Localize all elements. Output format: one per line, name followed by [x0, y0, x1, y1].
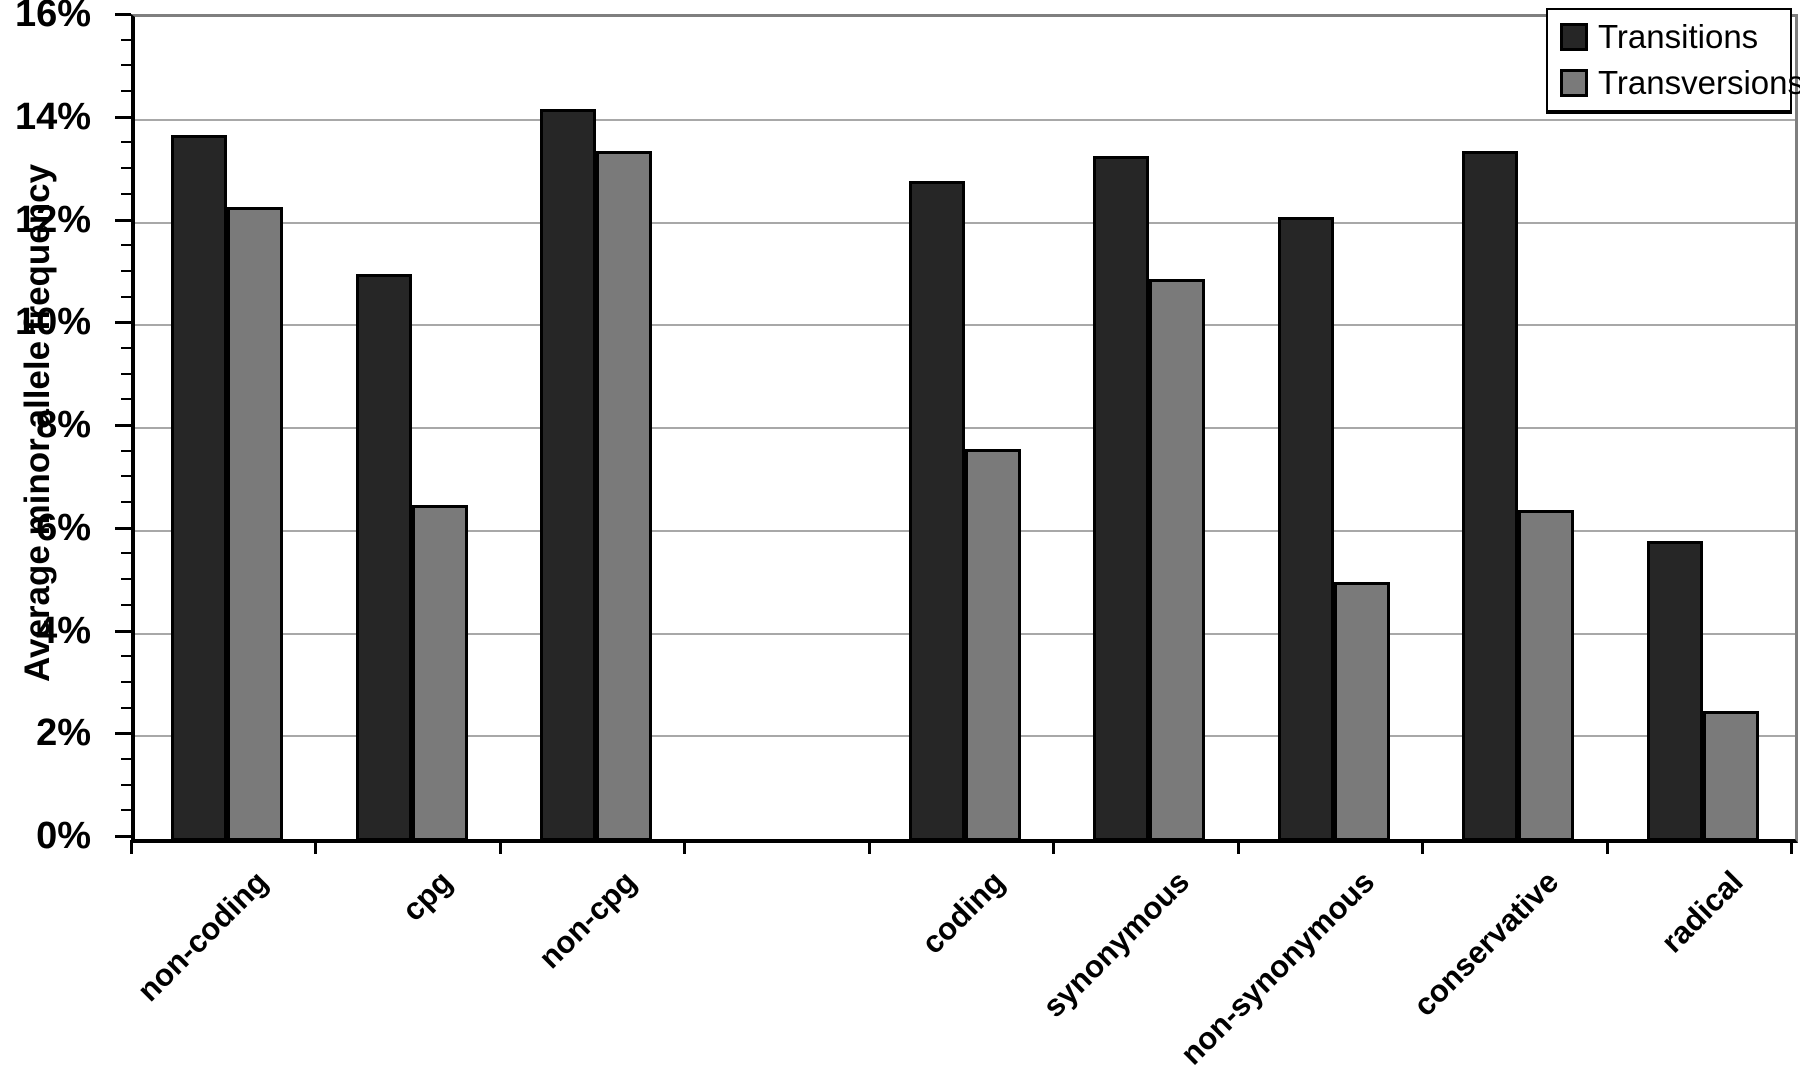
- y-minor-tick: [121, 398, 131, 401]
- legend-label-transversions: Transversions: [1598, 63, 1800, 101]
- y-minor-tick: [121, 552, 131, 555]
- y-major-tick: [115, 526, 131, 530]
- category-label-synonymous: synonymous: [1036, 864, 1197, 1024]
- y-minor-tick: [121, 680, 131, 683]
- y-tick-label: 14%: [14, 95, 91, 138]
- y-major-tick: [115, 835, 131, 838]
- bar-transitions-coding: [909, 181, 965, 841]
- y-tick-label: 2%: [36, 712, 91, 755]
- x-tick: [314, 840, 318, 854]
- y-minor-tick: [121, 38, 131, 41]
- y-minor-tick: [121, 141, 131, 144]
- bar-transitions-non-coding: [171, 135, 228, 841]
- bar-transversions-non-cpg: [596, 150, 653, 841]
- y-minor-tick: [121, 346, 131, 349]
- category-label-coding: coding: [915, 864, 1012, 961]
- gridline: [135, 221, 1795, 224]
- bar-transversions-synonymous: [1149, 279, 1206, 841]
- plot-area: [131, 14, 1798, 843]
- bar-transversions-radical: [1702, 710, 1759, 841]
- legend-label-transitions: Transitions: [1598, 18, 1759, 56]
- bar-transitions-synonymous: [1093, 155, 1150, 841]
- bar-transitions-conservative: [1462, 150, 1519, 841]
- bar-transitions-non-cpg: [540, 109, 597, 841]
- x-tick: [130, 840, 133, 854]
- y-minor-tick: [121, 706, 131, 709]
- y-minor-tick: [121, 167, 131, 170]
- y-major-tick: [115, 115, 131, 119]
- gridline: [135, 118, 1795, 121]
- category-label-non-synonymous: non-synonymous: [1173, 864, 1381, 1071]
- x-tick: [1790, 840, 1793, 854]
- bar-transversions-non-coding: [227, 207, 284, 841]
- y-tick-label: 6%: [36, 506, 91, 549]
- y-major-tick: [115, 218, 131, 222]
- y-minor-tick: [121, 475, 131, 478]
- x-tick: [683, 840, 687, 854]
- y-minor-tick: [121, 449, 131, 452]
- legend: Transitions Transversions: [1546, 8, 1800, 114]
- y-minor-tick: [121, 372, 131, 375]
- y-major-tick: [115, 424, 131, 427]
- y-minor-tick: [121, 64, 131, 67]
- category-label-cpg: cpg: [394, 864, 459, 928]
- y-tick-label: 12%: [14, 198, 91, 241]
- bar-transversions-coding: [965, 448, 1021, 841]
- y-minor-tick: [121, 244, 131, 247]
- x-tick: [1236, 840, 1240, 854]
- y-minor-tick: [121, 655, 131, 658]
- legend-swatch-transitions-icon: [1560, 23, 1588, 52]
- category-label-non-cpg: non-cpg: [531, 864, 643, 976]
- x-tick: [1421, 840, 1425, 854]
- y-minor-tick: [121, 501, 131, 504]
- y-major-tick: [115, 732, 131, 736]
- y-minor-tick: [121, 578, 131, 581]
- gridline: [135, 324, 1795, 327]
- y-minor-tick: [121, 90, 131, 93]
- y-minor-tick: [121, 603, 131, 606]
- y-tick-label: 10%: [14, 301, 91, 344]
- x-tick: [498, 840, 502, 854]
- bar-transitions-cpg: [355, 273, 412, 841]
- legend-item-transversions: Transversions: [1560, 64, 1800, 101]
- bar-transversions-cpg: [411, 505, 468, 841]
- category-label-conservative: conservative: [1406, 864, 1566, 1023]
- bar-transversions-conservative: [1518, 510, 1575, 841]
- x-tick: [1605, 840, 1609, 854]
- y-minor-tick: [121, 809, 131, 812]
- y-minor-tick: [121, 757, 131, 760]
- y-major-tick: [115, 629, 131, 633]
- y-tick-label: 16%: [14, 0, 91, 35]
- category-label-radical: radical: [1654, 864, 1750, 960]
- bar-transversions-non-synonymous: [1333, 582, 1390, 841]
- bar-transitions-radical: [1646, 541, 1703, 841]
- y-minor-tick: [121, 783, 131, 786]
- y-tick-label: 8%: [36, 404, 91, 446]
- y-major-tick: [115, 13, 131, 16]
- y-minor-tick: [121, 192, 131, 195]
- y-minor-tick: [121, 269, 131, 272]
- legend-swatch-transversions-icon: [1560, 68, 1588, 97]
- bar-transitions-non-synonymous: [1277, 217, 1334, 841]
- y-major-tick: [115, 321, 131, 325]
- y-tick-label: 4%: [36, 609, 91, 652]
- category-label-non-coding: non-coding: [129, 864, 274, 1009]
- gridline: [135, 427, 1795, 429]
- y-minor-tick: [121, 295, 131, 298]
- x-tick: [1052, 840, 1056, 854]
- y-tick-label: 0%: [36, 815, 91, 857]
- legend-item-transitions: Transitions: [1560, 19, 1790, 55]
- x-tick: [867, 840, 871, 854]
